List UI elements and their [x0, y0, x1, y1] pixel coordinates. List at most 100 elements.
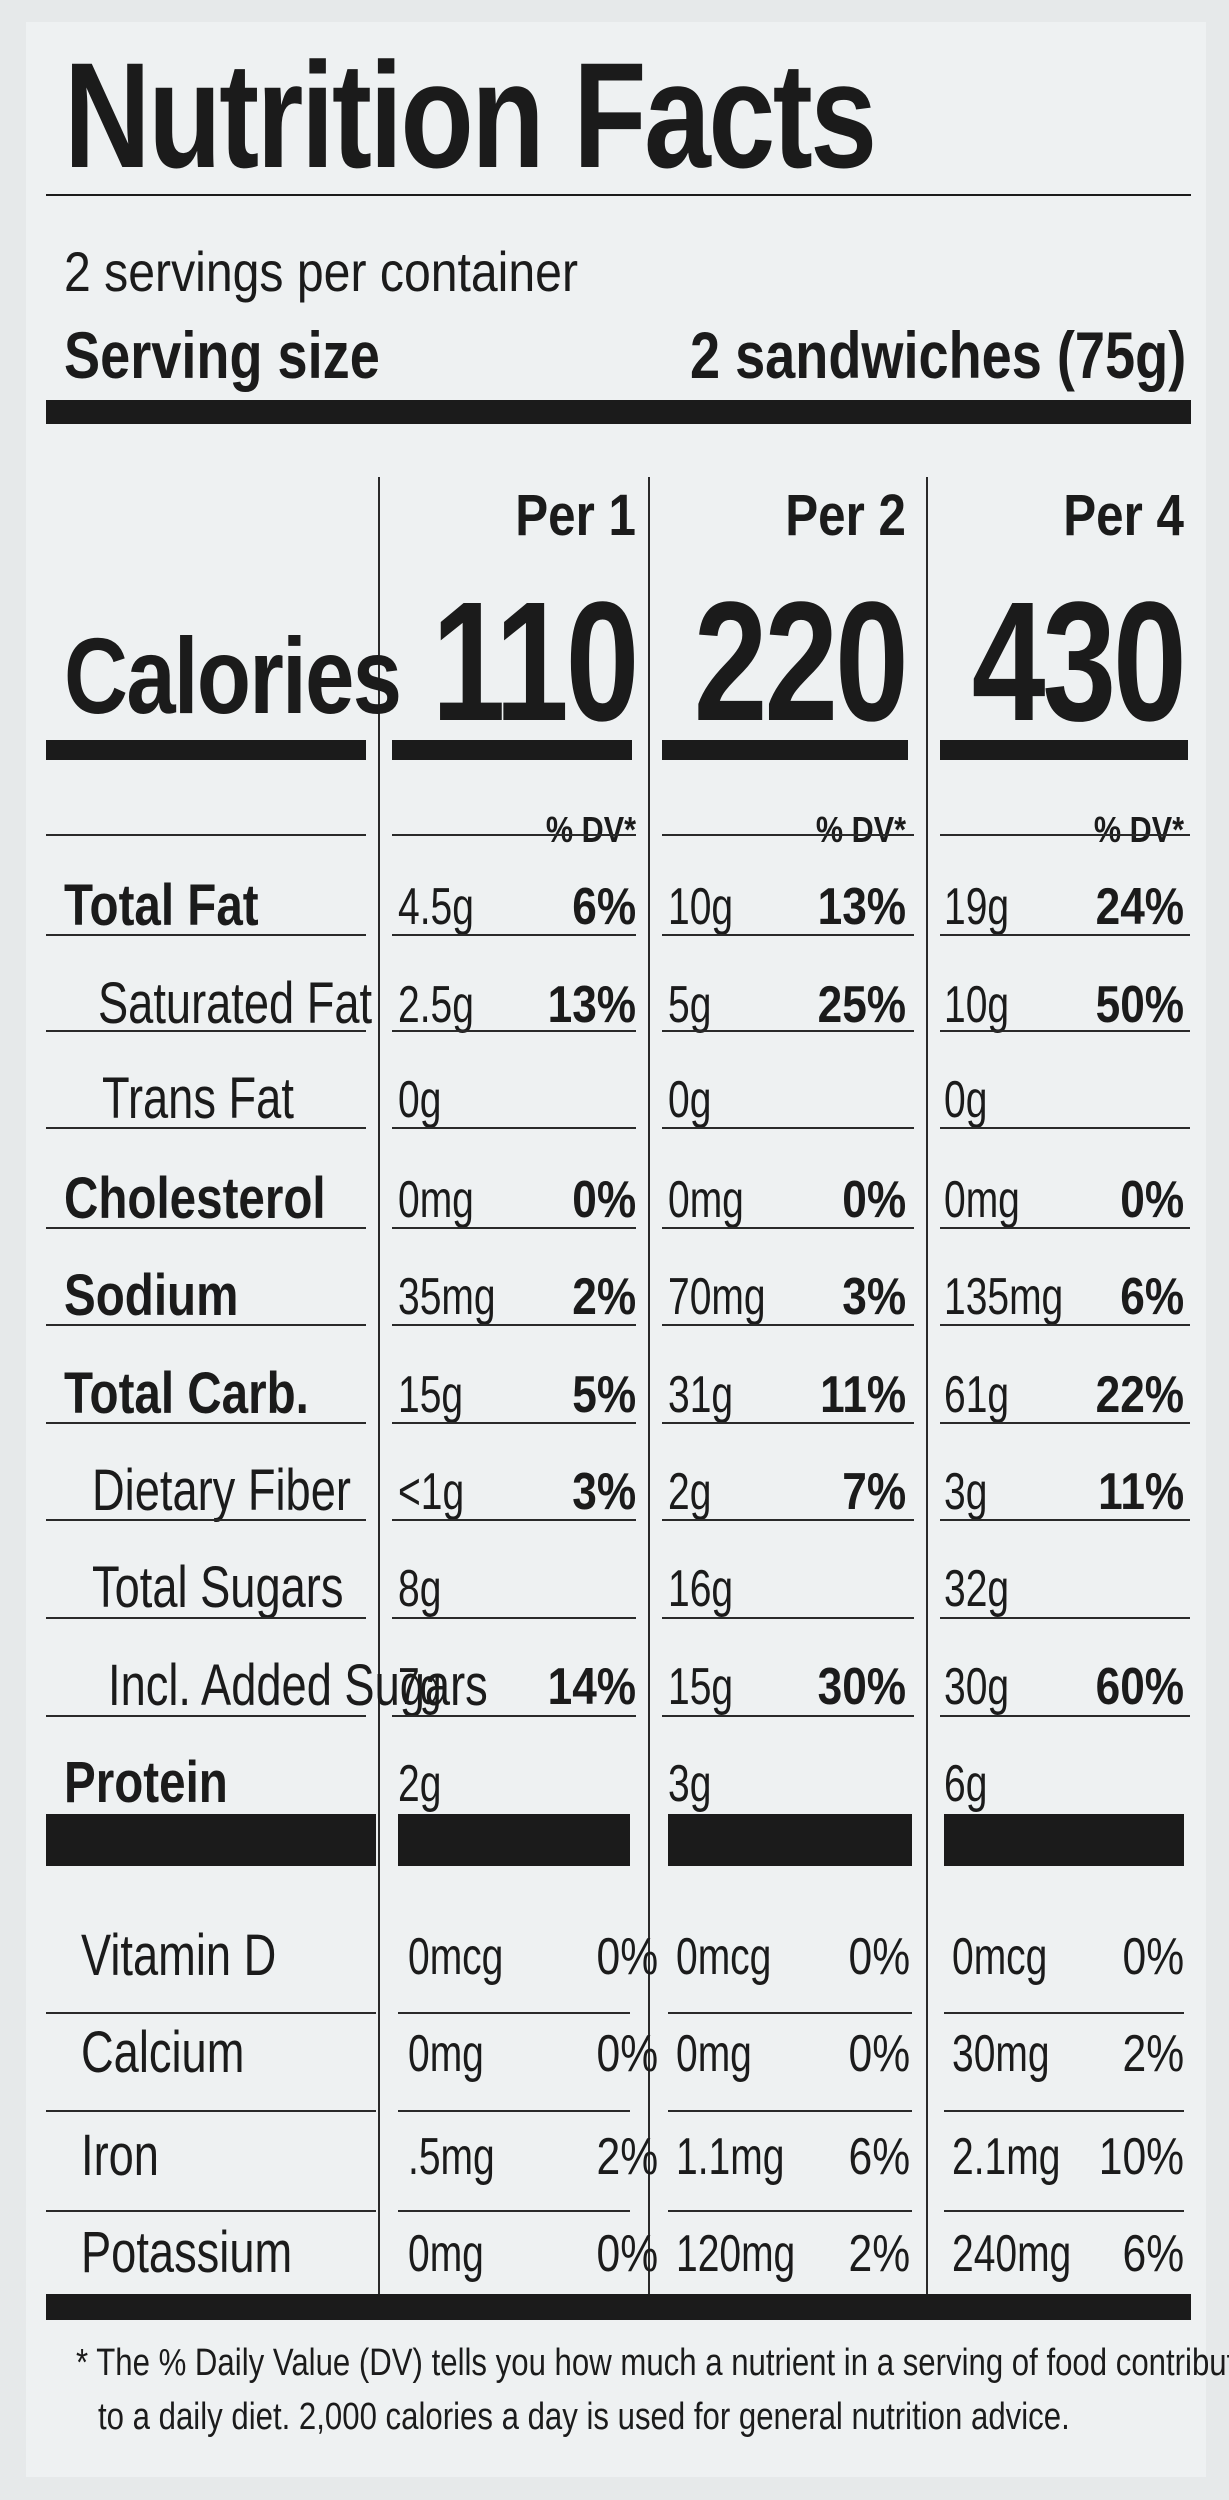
- row-divider-col1: [392, 1030, 636, 1032]
- nutrient-name: Dietary Fiber: [92, 1458, 351, 1523]
- row-divider-col1: [392, 1227, 636, 1229]
- vitamin-divider-label: [46, 2012, 376, 2014]
- column-header-per-1: Per 1: [515, 483, 636, 548]
- row-divider-col1: [392, 934, 636, 936]
- nutrient-amount-col3: 30g: [944, 1658, 1010, 1716]
- vitamin-divider-col2: [668, 2110, 912, 2112]
- nutrient-name: Total Fat: [64, 873, 259, 938]
- vitamin-name: Iron: [81, 2123, 159, 2188]
- column-header-per-4: Per 4: [1063, 483, 1184, 548]
- nutrient-dv-col2: 7%: [842, 1463, 906, 1521]
- vitamin-divider-col1: [398, 2110, 630, 2112]
- nutrient-dv-col2: 11%: [819, 1366, 906, 1424]
- vitamin-amount-col1: 0mg: [408, 2225, 484, 2283]
- row-divider-col2: [662, 1030, 914, 1032]
- footnote-line-1: * The % Daily Value (DV) tells you how m…: [76, 2342, 1229, 2384]
- nutrient-amount-col2: 5g: [668, 976, 712, 1034]
- nutrient-dv-col3: 22%: [1095, 1366, 1184, 1424]
- nutrient-dv-col2: 13%: [817, 878, 906, 936]
- vitamin-amount-col2: 120mg: [676, 2225, 796, 2283]
- row-divider-col2: [662, 1617, 914, 1619]
- column-divider-1: [378, 477, 380, 2297]
- row-divider-label: [46, 1715, 366, 1717]
- nutrient-dv-col3: 60%: [1095, 1658, 1184, 1716]
- nutrient-name: Protein: [64, 1750, 228, 1815]
- row-divider-col1: [392, 834, 636, 836]
- nutrient-dv-col2: 0%: [842, 1171, 906, 1229]
- nutrient-name: Sodium: [64, 1263, 239, 1328]
- calories-per-4: 430: [972, 567, 1187, 757]
- row-divider-col3: [940, 1422, 1190, 1424]
- row-divider-label: [46, 1227, 366, 1229]
- vitamin-bar-col3: [944, 1814, 1184, 1866]
- vitamin-divider-col1: [398, 2210, 630, 2212]
- vitamin-dv-col2: 0%: [848, 1928, 910, 1986]
- column-divider-3: [926, 477, 928, 2297]
- serving-size-label: Serving size: [64, 318, 380, 392]
- vitamin-amount-col3: 240mg: [952, 2225, 1072, 2283]
- nutrient-amount-col3: 6g: [944, 1755, 988, 1813]
- calories-bar-col1: [392, 740, 632, 760]
- nutrient-dv-col3: 24%: [1095, 878, 1184, 936]
- row-divider-label: [46, 1127, 366, 1129]
- vitamin-amount-col1: 0mg: [408, 2025, 484, 2083]
- row-divider-col2: [662, 834, 914, 836]
- row-divider-col1: [392, 1324, 636, 1326]
- vitamin-divider-col3: [944, 2110, 1184, 2112]
- footnote-line-2: to a daily diet. 2,000 calories a day is…: [98, 2396, 1070, 2438]
- vitamin-dv-col2: 6%: [848, 2128, 910, 2186]
- nutrient-amount-col2: 10g: [668, 878, 734, 936]
- nutrient-amount-col2: 16g: [668, 1560, 734, 1618]
- row-divider-col2: [662, 1422, 914, 1424]
- vitamin-dv-col1: 2%: [596, 2128, 658, 2186]
- calories-per-2: 220: [694, 567, 909, 757]
- nutrient-dv-col1: 5%: [572, 1366, 636, 1424]
- nutrient-amount-col2: 3g: [668, 1755, 712, 1813]
- nutrient-amount-col1: 2.5g: [398, 976, 474, 1034]
- row-divider-label: [46, 1324, 366, 1326]
- vitamin-dv-col1: 0%: [596, 2025, 658, 2083]
- nutrient-dv-col1: 0%: [572, 1171, 636, 1229]
- vitamin-amount-col2: 0mg: [676, 2025, 752, 2083]
- vitamin-dv-col2: 0%: [848, 2025, 910, 2083]
- row-divider-col3: [940, 934, 1190, 936]
- nutrient-amount-col3: 0g: [944, 1071, 988, 1129]
- vitamin-divider-col2: [668, 2210, 912, 2212]
- nutrient-amount-col1: 7g: [398, 1658, 442, 1716]
- nutrient-amount-col1: 4.5g: [398, 878, 474, 936]
- calories-per-1: 110: [431, 567, 639, 757]
- row-divider-col2: [662, 934, 914, 936]
- row-divider-label: [46, 1617, 366, 1619]
- vitamin-dv-col3: 0%: [1122, 1928, 1184, 1986]
- vitamin-bar-label: [46, 1814, 376, 1866]
- vitamin-divider-label: [46, 2110, 376, 2112]
- column-divider-2: [648, 477, 650, 2297]
- nutrient-name: Total Sugars: [92, 1555, 344, 1620]
- nutrient-amount-col1: 8g: [398, 1560, 442, 1618]
- nutrient-amount-col3: 61g: [944, 1366, 1010, 1424]
- row-divider-col1: [392, 1715, 636, 1717]
- vitamin-amount-col1: .5mg: [408, 2128, 495, 2186]
- title-divider: [46, 194, 1191, 196]
- nutrient-amount-col3: 0mg: [944, 1171, 1020, 1229]
- vitamin-name: Calcium: [81, 2020, 245, 2085]
- nutrient-name: Saturated Fat: [98, 971, 373, 1036]
- row-divider-col2: [662, 1324, 914, 1326]
- calories-bar-label: [46, 740, 366, 760]
- row-divider-col2: [662, 1715, 914, 1717]
- label-title: Nutrition Facts: [64, 31, 877, 199]
- nutrient-dv-col1: 3%: [572, 1463, 636, 1521]
- row-divider-col1: [392, 1617, 636, 1619]
- calories-bar-col3: [940, 740, 1188, 760]
- nutrient-amount-col2: 0g: [668, 1071, 712, 1129]
- nutrient-dv-col3: 50%: [1095, 976, 1184, 1034]
- vitamin-divider-col3: [944, 2012, 1184, 2014]
- vitamin-divider-col2: [668, 2012, 912, 2014]
- vitamin-dv-col3: 6%: [1122, 2225, 1184, 2283]
- row-divider-col2: [662, 1227, 914, 1229]
- row-divider-col1: [392, 1519, 636, 1521]
- nutrient-amount-col3: 19g: [944, 878, 1010, 936]
- vitamin-amount-col3: 0mcg: [952, 1928, 1048, 1986]
- nutrient-name: Trans Fat: [102, 1066, 294, 1131]
- vitamin-name: Vitamin D: [81, 1923, 277, 1988]
